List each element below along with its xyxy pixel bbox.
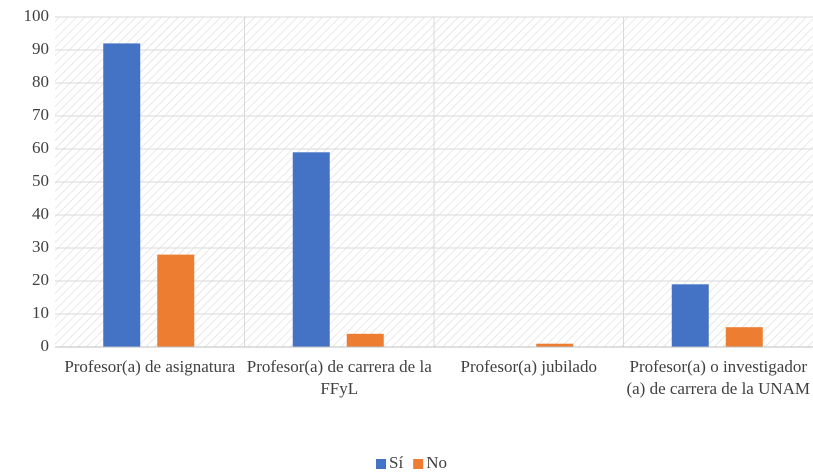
legend-label: No [426,453,447,472]
x-tick-label: Profesor(a) de carrera de la FFyL [246,357,432,398]
y-tick-label: 70 [32,105,49,124]
bar [671,284,709,347]
bar [157,254,195,347]
y-tick-label: 90 [32,39,49,58]
bar [103,43,141,348]
y-tick-label: 40 [32,204,49,223]
y-tick-label: 20 [32,270,49,289]
bar [725,327,763,347]
y-tick-label: 0 [41,336,50,355]
y-tick-label: 50 [32,171,49,190]
y-tick-label: 30 [32,237,49,256]
bar [346,333,384,347]
legend-swatch [376,459,386,469]
bar [292,152,330,347]
bar [536,343,574,347]
x-tick-label: Profesor(a) de asignatura [64,357,236,376]
y-tick-label: 10 [32,303,49,322]
x-tick-label: Profesor(a) o investigador (a) de carrer… [626,357,811,398]
y-tick-label: 60 [32,138,49,157]
x-tick-label: Profesor(a) jubilado [460,357,597,376]
y-tick-label: 80 [32,72,49,91]
y-tick-label: 100 [24,6,50,25]
legend-label: Sí [389,453,403,472]
legend-swatch [413,459,424,469]
